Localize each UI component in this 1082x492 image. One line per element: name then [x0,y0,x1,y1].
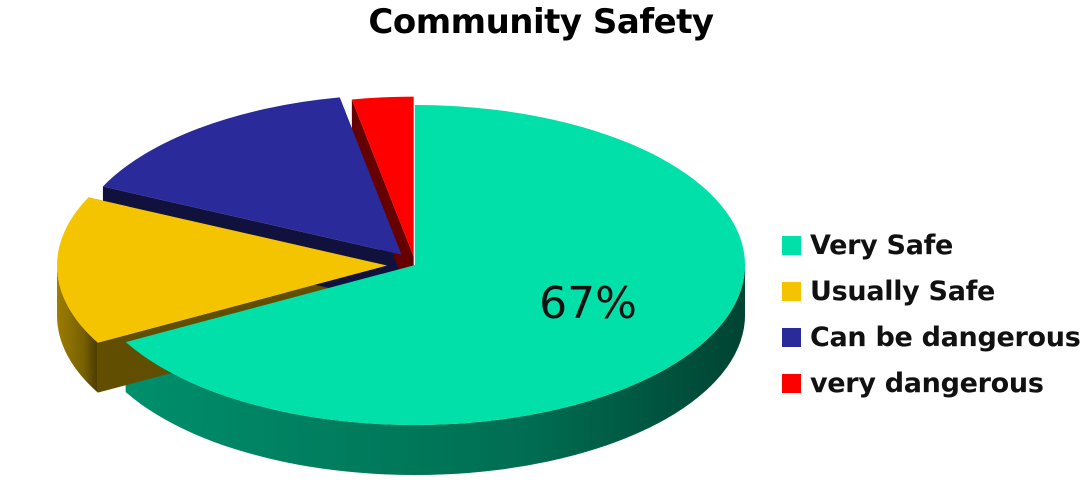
chart-title: Community Safety [368,2,714,42]
legend-label-very-safe: Very Safe [810,229,954,261]
pie-slice-very-dangerous [351,96,414,257]
legend-item-usually-safe: Usually Safe [782,268,1080,314]
legend-swatch-very-safe [782,235,801,255]
legend-label-can-be-dangerous: Can be dangerous [810,321,1081,353]
pie-slice-label-very-safe: 67% [539,278,637,329]
legend-item-can-be-dangerous: Can be dangerous [782,314,1081,360]
legend-item-very-dangerous: very dangerous [782,360,1080,406]
legend-label-usually-safe: Usually Safe [810,275,996,307]
pie-slice-very-safe [125,105,745,426]
legend-item-very-safe: Very Safe [782,222,1080,268]
legend-label-very-dangerous: very dangerous [810,367,1044,399]
legend-swatch-usually-safe [782,281,801,301]
pie-slice-can-be-dangerous [102,97,402,255]
legend-swatch-very-dangerous [782,373,801,393]
pie-slice-side-very-dangerous [351,99,414,307]
pie-slice-usually-safe [57,197,388,343]
legend: Very Safe Usually Safe Can be dangerous ver… [782,222,1081,406]
legend-swatch-can-be-dangerous [782,327,801,347]
